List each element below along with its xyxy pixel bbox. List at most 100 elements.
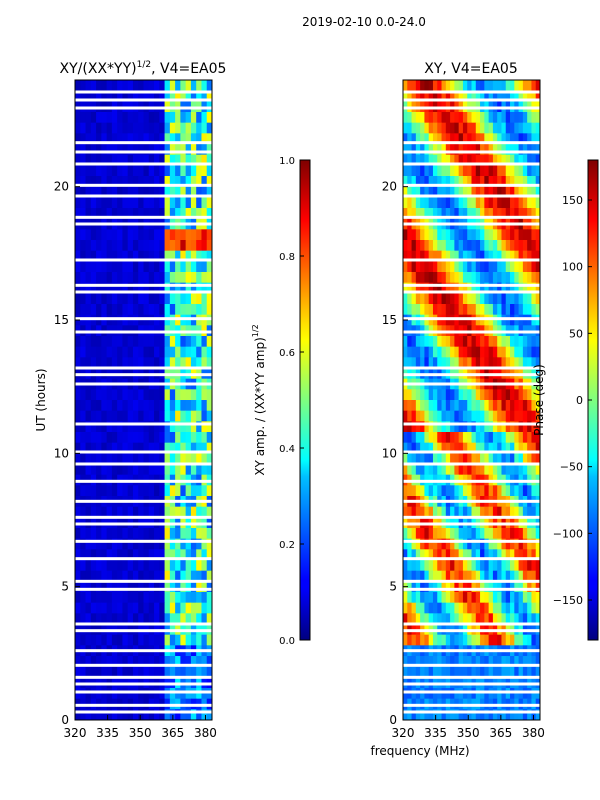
amp-heatmap-cell: [148, 304, 155, 316]
amp-heatmap-cell: [196, 165, 202, 177]
amp-heatmap-cell: [101, 112, 108, 124]
phase-heatmap-cell: [471, 709, 477, 721]
phase-heatmap-cell: [480, 240, 485, 252]
amp-heatmap-cell: [148, 666, 155, 678]
amp-heatmap-cell: [85, 549, 92, 561]
amp-heatmap-cell: [85, 176, 92, 188]
phase-heatmap-cell: [471, 282, 477, 294]
amp-heatmap-cell: [164, 261, 171, 273]
amp-heatmap-cell: [132, 250, 139, 262]
phase-heatmap-cell: [471, 346, 477, 358]
amp-heatmap-cell: [101, 442, 108, 454]
phase-heatmap-cell: [462, 357, 468, 369]
phase-heatmap-cell: [467, 272, 472, 284]
amp-flagged-row: [75, 382, 212, 386]
phase-heatmap-cell: [458, 549, 464, 561]
amp-x-tick-label: 365: [161, 726, 184, 740]
phase-heatmap-cell: [441, 602, 447, 614]
amp-heatmap-cell: [127, 389, 134, 401]
phase-heatmap-cell: [531, 538, 537, 550]
amp-heatmap-cell: [190, 80, 197, 92]
amp-heatmap-cell: [169, 272, 176, 284]
phase-heatmap-cell: [514, 602, 519, 614]
amp-heatmap-cell: [159, 602, 165, 614]
amp-heatmap-cell: [154, 197, 160, 209]
amp-heatmap-cell: [111, 208, 118, 220]
phase-heatmap-cell: [527, 453, 532, 465]
phase-heatmap-cell: [432, 208, 438, 220]
amp-heatmap-cell: [111, 666, 118, 678]
amp-heatmap-cell: [122, 357, 129, 369]
phase-heatmap-cell: [411, 314, 417, 326]
phase-heatmap-cell: [411, 293, 417, 305]
amp-heatmap-cell: [80, 400, 86, 412]
amp-heatmap-cell: [90, 485, 97, 497]
amp-heatmap-cell: [90, 421, 97, 433]
amp-heatmap-cell: [175, 613, 181, 625]
phase-heatmap-cell: [531, 613, 537, 625]
phase-heatmap-cell: [424, 154, 430, 166]
amp-heatmap-cell: [201, 464, 208, 476]
phase-heatmap-cell: [480, 432, 485, 444]
phase-heatmap-cell: [522, 90, 528, 102]
phase-heatmap-cell: [497, 314, 502, 326]
phase-heatmap-cell: [497, 538, 502, 550]
phase-flagged-row: [403, 629, 540, 633]
phase-heatmap-cell: [497, 506, 502, 518]
amp-heatmap-cell: [159, 197, 165, 209]
amp-heatmap-cell: [185, 442, 192, 454]
amp-heatmap-cell: [180, 506, 187, 518]
phase-heatmap-cell: [522, 400, 528, 412]
amp-heatmap-cell: [206, 261, 213, 273]
amp-heatmap-cell: [185, 634, 192, 646]
phase-heatmap-cell: [518, 197, 524, 209]
phase-heatmap-cell: [480, 709, 485, 721]
amp-heatmap-cell: [159, 90, 165, 102]
phase-heatmap-cell: [471, 197, 477, 209]
phase-heatmap-cell: [411, 389, 417, 401]
amp-heatmap-cell: [75, 432, 81, 444]
phase-heatmap-cell: [488, 485, 494, 497]
amp-heatmap-cell: [175, 410, 181, 422]
phase-heatmap-cell: [415, 272, 421, 284]
amp-heatmap-cell: [80, 314, 86, 326]
phase-heatmap-cell: [484, 656, 490, 668]
phase-heatmap-cell: [415, 165, 421, 177]
phase-heatmap-cell: [424, 656, 430, 668]
amp-heatmap-cell: [75, 485, 81, 497]
phase-heatmap-cell: [450, 282, 455, 294]
amp-heatmap-cell: [85, 357, 92, 369]
phase-heatmap-cell: [454, 570, 460, 582]
phase-heatmap-cell: [428, 453, 434, 465]
phase-heatmap-cell: [403, 666, 408, 678]
phase-heatmap-cell: [428, 400, 434, 412]
phase-heatmap-cell: [475, 485, 481, 497]
phase-heatmap-cell: [420, 90, 425, 102]
amp-heatmap-cell: [143, 560, 150, 572]
phase-heatmap-cell: [475, 304, 481, 316]
phase-heatmap-cell: [492, 282, 498, 294]
amp-heatmap-cell: [201, 506, 208, 518]
phase-heatmap-cell: [484, 560, 490, 572]
phase-heatmap-cell: [471, 464, 477, 476]
amp-flagged-row: [75, 479, 212, 483]
amp-heatmap-cell: [96, 357, 102, 369]
phase-heatmap-cell: [505, 208, 511, 220]
phase-heatmap-cell: [420, 314, 425, 326]
amp-heatmap-cell: [138, 528, 144, 540]
phase-heatmap-cell: [492, 506, 498, 518]
phase-heatmap-cell: [462, 634, 468, 646]
amp-heatmap-cell: [106, 336, 113, 348]
phase-heatmap-cell: [471, 144, 477, 156]
phase-heatmap-cell: [441, 112, 447, 124]
amp-heatmap-cell: [111, 528, 118, 540]
amp-heatmap-cell: [122, 602, 129, 614]
phase-heatmap-cell: [497, 112, 502, 124]
amp-heatmap-cell: [132, 453, 139, 465]
amp-heatmap-cell: [154, 272, 160, 284]
amp-heatmap-cell: [154, 90, 160, 102]
phase-heatmap-cell: [505, 293, 511, 305]
phase-heatmap-cell: [454, 80, 460, 92]
phase-heatmap-cell: [450, 528, 455, 540]
amp-heatmap-cell: [138, 176, 144, 188]
